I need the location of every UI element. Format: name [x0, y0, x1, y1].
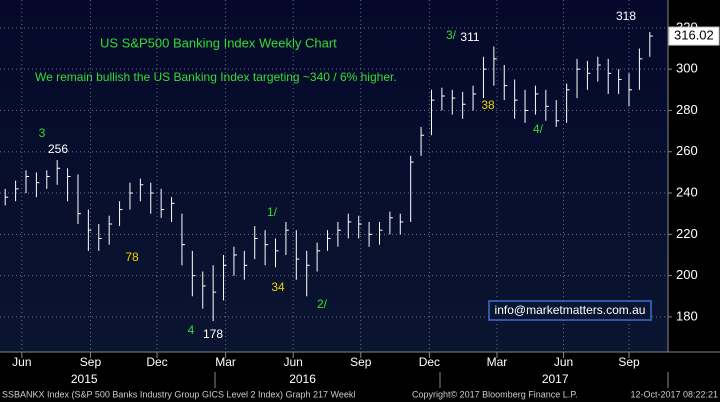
- annotation: 311: [460, 30, 479, 44]
- x-tick-label: Jun: [284, 355, 303, 369]
- y-tick-label: 280: [676, 102, 698, 117]
- x-tick-label: Sep: [618, 355, 640, 369]
- y-tick-label: 260: [676, 143, 698, 158]
- annotation: 34: [271, 280, 285, 294]
- x-tick-label: Dec: [146, 355, 167, 369]
- annotation: 38: [481, 98, 495, 112]
- annotation: 256: [48, 142, 68, 156]
- x-tick-label: Mar: [215, 355, 236, 369]
- annotation: 1/: [267, 205, 278, 219]
- annotation: 318: [616, 9, 636, 23]
- chart-subtitle: We remain bullish the US Banking Index t…: [35, 70, 397, 84]
- watermark: info@marketmatters.com.au: [495, 303, 646, 317]
- x-tick-label: Sep: [350, 355, 372, 369]
- last-price-box: [668, 26, 720, 46]
- annotation: 3: [39, 126, 46, 140]
- watermark-box: [488, 300, 652, 321]
- year-label: 2016: [289, 372, 316, 386]
- y-tick-label: 200: [676, 267, 698, 282]
- plot-area: [0, 0, 668, 352]
- y-tick-label: 240: [676, 184, 698, 199]
- chart-title: US S&P500 Banking Index Weekly Chart: [100, 35, 337, 50]
- footer-left: SSBANKX Index (S&P 500 Banks Industry Gr…: [2, 389, 355, 399]
- annotation: 4: [188, 323, 195, 337]
- last-price: 316.02: [674, 28, 714, 43]
- year-label: 2017: [542, 372, 569, 386]
- x-tick-label: Jun: [554, 355, 573, 369]
- annotation: 3/: [446, 28, 457, 42]
- footer-mid: Copyright© 2017 Bloomberg Finance L.P.: [412, 389, 578, 399]
- x-tick-label: Sep: [80, 355, 102, 369]
- x-tick-label: Dec: [419, 355, 440, 369]
- y-tick-label: 220: [676, 226, 698, 241]
- annotation: 178: [203, 327, 223, 341]
- x-tick-label: Mar: [487, 355, 508, 369]
- x-tick-label: Jun: [12, 355, 31, 369]
- y-tick-label: 300: [676, 61, 698, 76]
- annotation: 2/: [317, 297, 328, 311]
- y-tick-label: 180: [676, 308, 698, 323]
- footer-right: 12-Oct-2017 08:22:21: [630, 389, 718, 399]
- annotation: 4/: [533, 122, 544, 136]
- year-label: 2015: [71, 372, 98, 386]
- annotation: 78: [125, 250, 139, 264]
